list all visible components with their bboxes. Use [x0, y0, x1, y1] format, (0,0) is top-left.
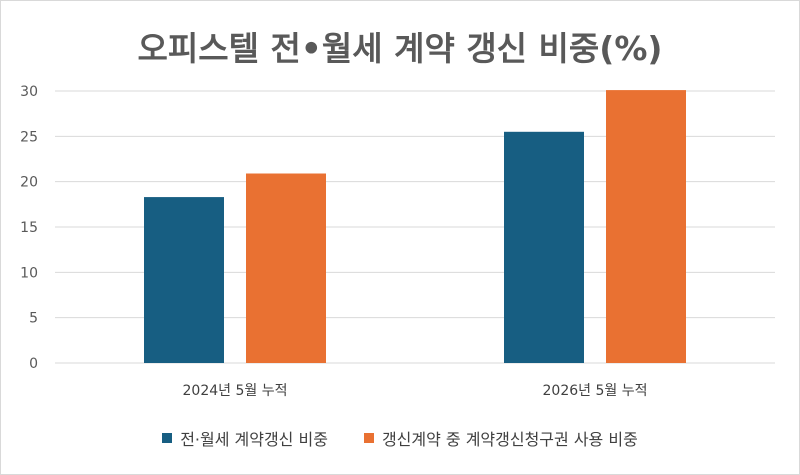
y-tick-label: 15: [20, 220, 38, 236]
bar-series-1: [504, 131, 584, 363]
x-category-label: 2026년 5월 누적: [543, 383, 648, 399]
y-tick-label: 5: [29, 311, 38, 327]
legend-item-series-2: 갱신계약 중 계약갱신청구권 사용 비중: [363, 426, 638, 450]
y-tick-label: 0: [29, 356, 38, 372]
chart-legend: 전·월세 계약갱신 비중 갱신계약 중 계약갱신청구권 사용 비중: [0, 426, 800, 450]
bar-series-1: [144, 197, 224, 363]
y-tick-label: 25: [20, 129, 38, 145]
legend-label-series-1: 전·월세 계약갱신 비중: [180, 430, 328, 449]
x-category-label: 2024년 5월 누적: [183, 383, 288, 399]
y-tick-label: 10: [20, 265, 38, 281]
legend-swatch-series-1: [162, 433, 173, 443]
bar-series-2: [246, 173, 326, 363]
chart-title: 오피스텔 전•월세 계약 갱신 비중(%): [137, 29, 663, 68]
y-tick-label: 20: [20, 175, 38, 191]
y-tick-label: 30: [20, 84, 38, 100]
legend-item-series-1: 전·월세 계약갱신 비중: [162, 426, 328, 450]
legend-swatch-series-2: [363, 433, 374, 443]
legend-label-series-2: 갱신계약 중 계약갱신청구권 사용 비중: [381, 430, 638, 449]
bar-series-2: [606, 90, 686, 364]
